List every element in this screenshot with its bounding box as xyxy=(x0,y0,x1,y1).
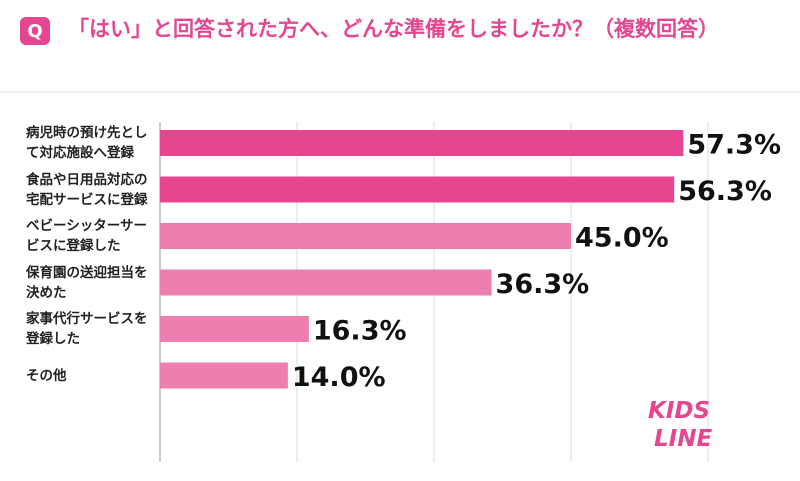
value-label: 36.3% xyxy=(496,269,590,300)
bar xyxy=(160,269,492,296)
category-label: 食品や日用品対応の宅配サービスに登録 xyxy=(26,171,148,208)
category-label: ベビーシッターサービスに登録した xyxy=(26,218,147,254)
bar xyxy=(160,130,684,156)
chart-title: 「はい」と回答された方へ、どんな準備をしましたか？（複数回答） xyxy=(68,17,719,41)
value-label: 56.3% xyxy=(678,176,772,207)
category-label: 家事代行サービスを登録した xyxy=(26,311,148,347)
category-label: その他 xyxy=(26,367,67,384)
bar xyxy=(160,223,571,249)
bar xyxy=(160,176,675,203)
category-label: 病児時の預け先として対応施設へ登録 xyxy=(26,125,148,161)
value-label: 57.3% xyxy=(687,130,781,161)
category-label: 保育園の送迎担当を決めた xyxy=(26,264,148,301)
bar xyxy=(160,362,288,389)
logo: KIDS xyxy=(648,398,710,424)
badge: Q xyxy=(20,17,50,45)
value-label: 45.0% xyxy=(575,223,669,254)
value-label: 14.0% xyxy=(292,362,386,393)
logo: LINE xyxy=(654,426,712,452)
bar xyxy=(160,316,309,342)
value-label: 16.3% xyxy=(313,316,407,347)
